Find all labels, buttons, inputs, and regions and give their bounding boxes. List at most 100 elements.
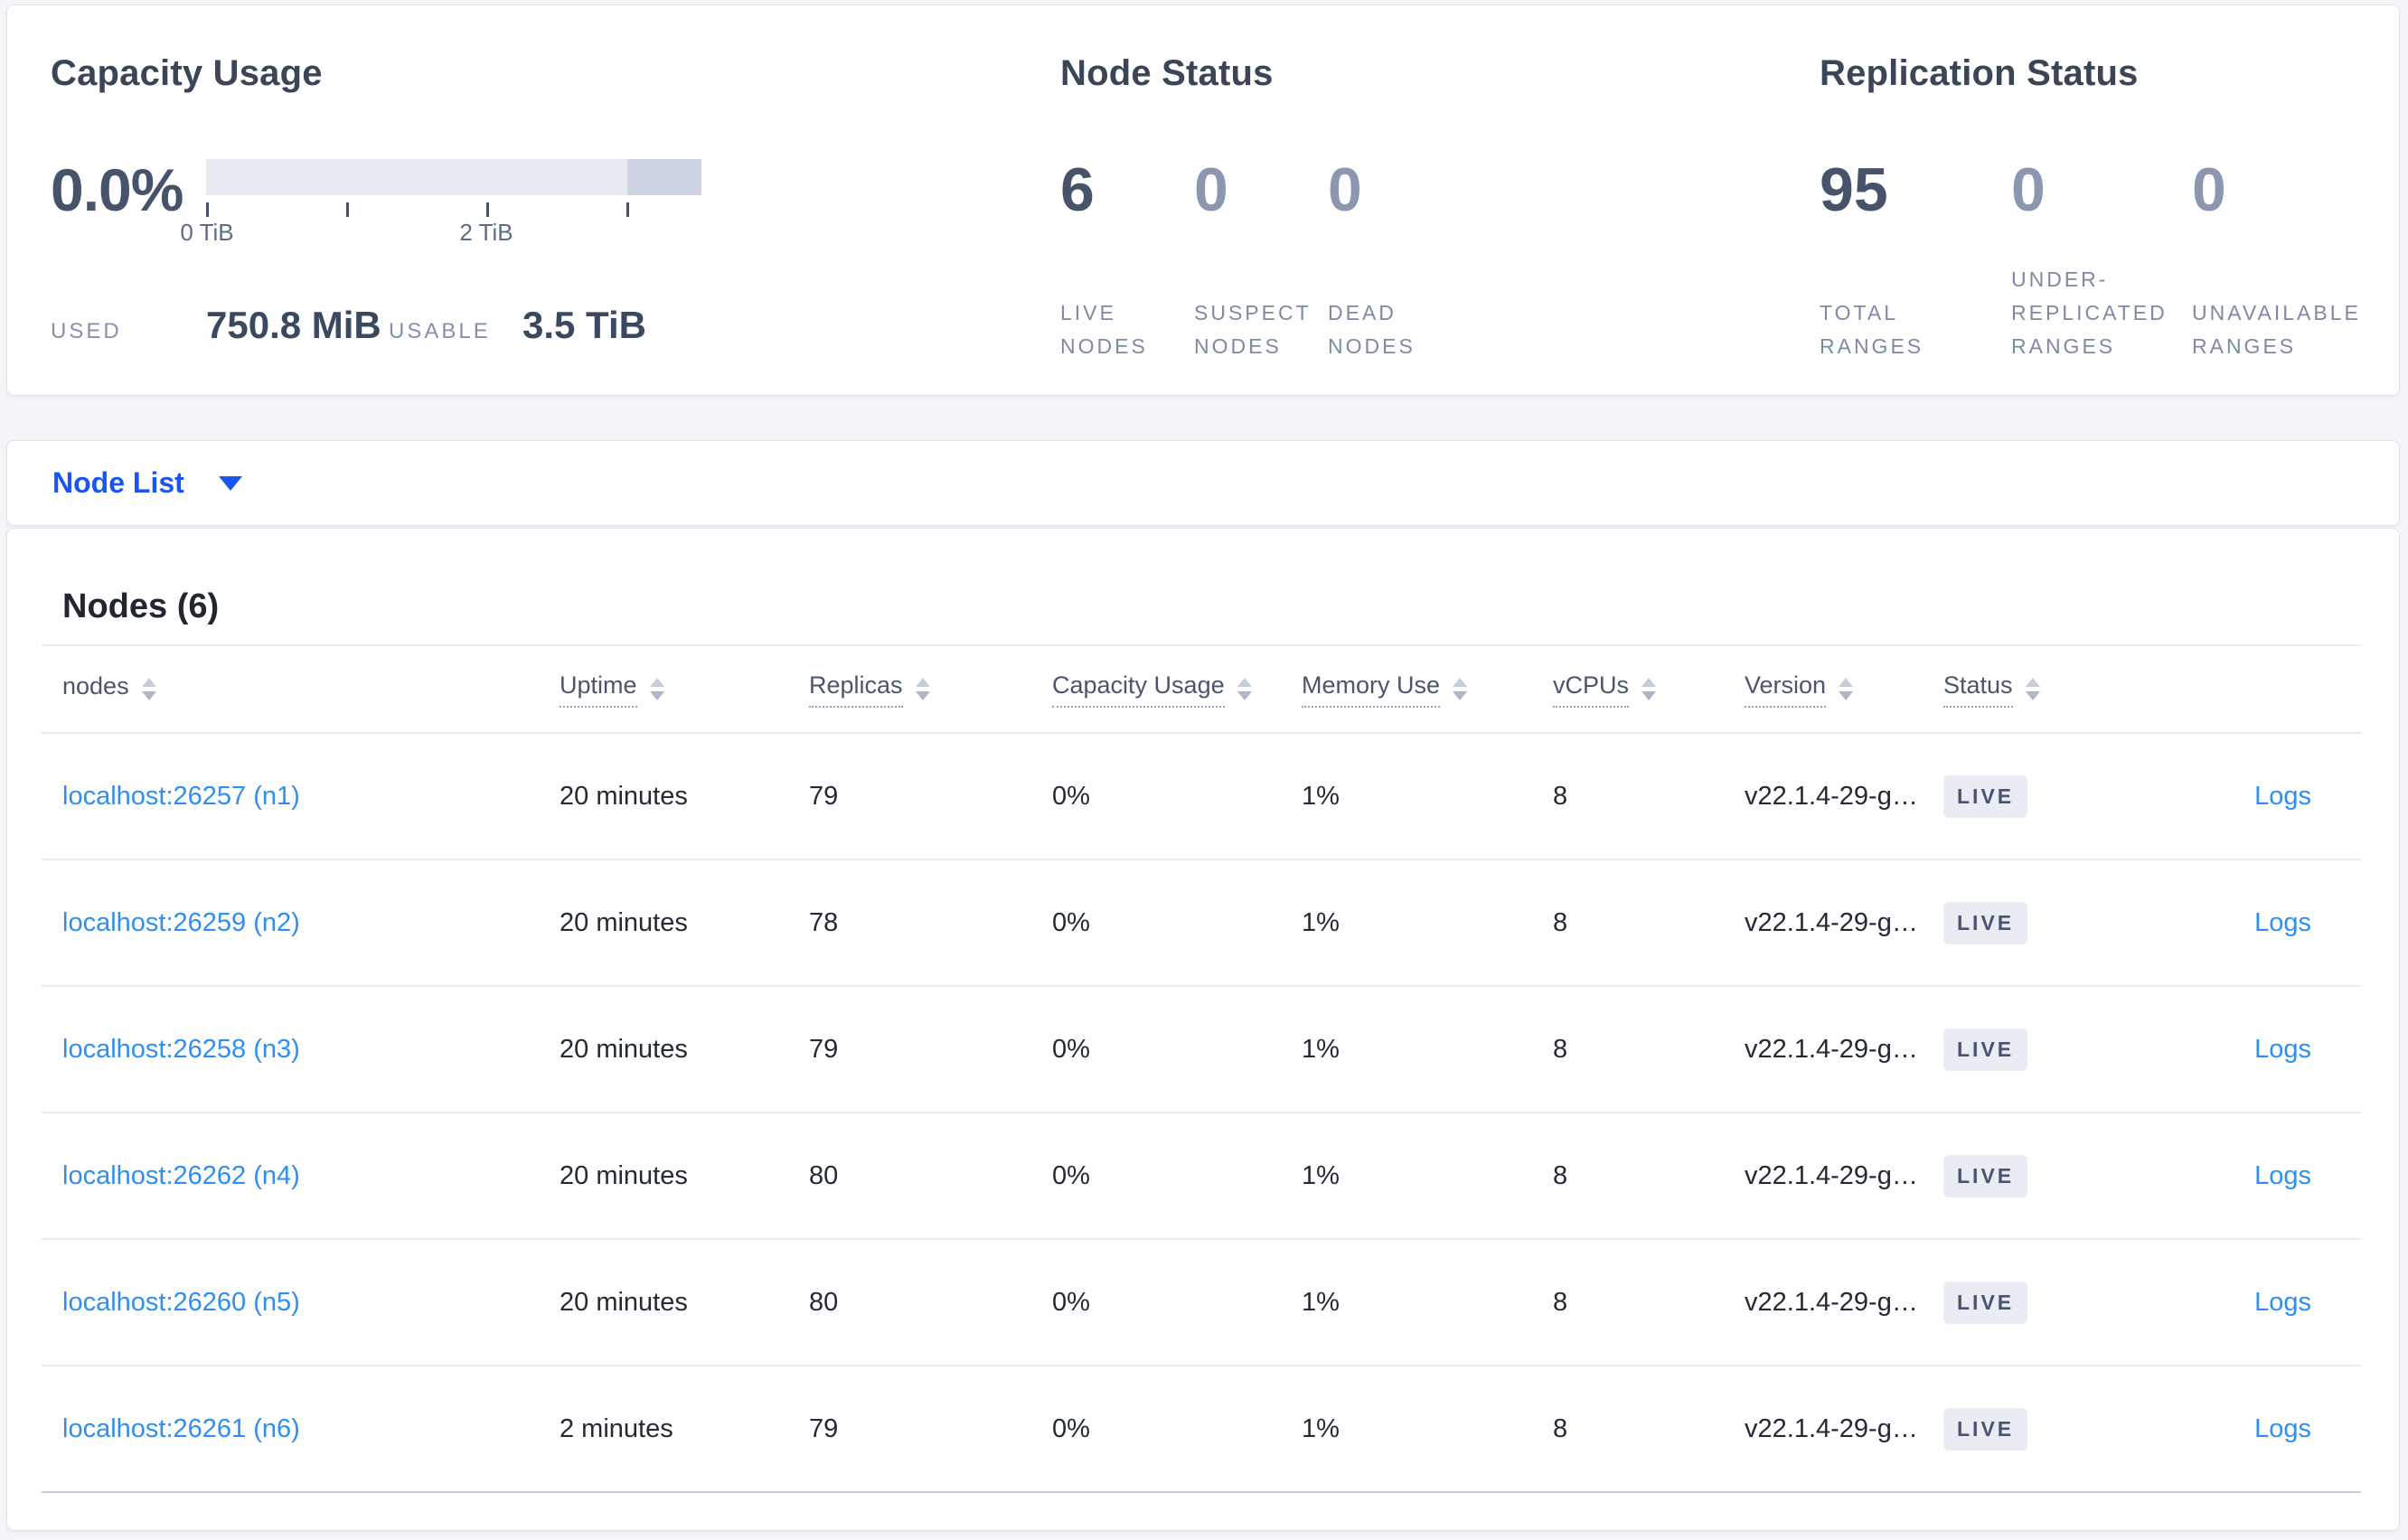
status-badge: LIVE: [1943, 1407, 2028, 1451]
column-header-vcpus[interactable]: vCPUs: [1553, 671, 1745, 708]
live-nodes-stat: 6 LIVE NODES: [1060, 96, 1194, 363]
under-replicated-ranges-value: 0: [2011, 155, 2046, 224]
status-badge: LIVE: [1943, 775, 2028, 818]
under-replicated-ranges-stat: 0 UNDER- REPLICATED RANGES: [2011, 96, 2192, 363]
vcpus-cell: 8: [1553, 1160, 1568, 1190]
version-cell: v22.1.4-29-g…: [1745, 1287, 1918, 1317]
tick-label-0tib: 0 TiB: [180, 219, 234, 246]
column-header-version[interactable]: Version: [1745, 671, 1943, 708]
logs-link[interactable]: Logs: [2254, 781, 2311, 811]
uptime-cell: 20 minutes: [560, 781, 688, 811]
total-ranges-stat: 95 TOTAL RANGES: [1820, 96, 2011, 363]
node-status-panel: Node Status 6 LIVE NODES 0 SUSPECT NODES…: [1060, 51, 1765, 363]
used-value: 750.8 MiB: [206, 304, 381, 346]
node-link[interactable]: localhost:26257 (n1): [62, 781, 300, 811]
replicas-cell: 80: [809, 1287, 839, 1317]
replicas-cell: 80: [809, 1160, 839, 1190]
capacity-usage-cell: 0%: [1052, 781, 1090, 811]
capacity-usage-cell: 0%: [1052, 1160, 1090, 1190]
vcpus-cell: 8: [1553, 781, 1568, 811]
suspect-nodes-stat: 0 SUSPECT NODES: [1194, 96, 1328, 363]
replicas-cell: 79: [809, 1413, 839, 1443]
used-label: USED: [51, 319, 122, 343]
suspect-nodes-label: SUSPECT NODES: [1194, 301, 1312, 358]
sort-icon: [1839, 678, 1854, 700]
nodes-table: nodes Uptime Replicas Capacity Usage Mem…: [42, 644, 2361, 1493]
capacity-usage-cell: 0%: [1052, 1287, 1090, 1317]
logs-link[interactable]: Logs: [2254, 1160, 2311, 1190]
node-link[interactable]: localhost:26259 (n2): [62, 907, 300, 937]
vcpus-cell: 8: [1553, 1287, 1568, 1317]
table-row: localhost:26259 (n2) 20 minutes 78 0% 1%…: [42, 860, 2361, 987]
nodes-table-header: nodes Uptime Replicas Capacity Usage Mem…: [42, 646, 2361, 734]
capacity-bar: [206, 159, 701, 195]
node-link[interactable]: localhost:26260 (n5): [62, 1287, 300, 1317]
sort-icon: [1237, 678, 1252, 700]
status-badge: LIVE: [1943, 1028, 2028, 1071]
tick-label-2tib: 2 TiB: [459, 219, 513, 246]
capacity-usage-cell: 0%: [1052, 1413, 1090, 1443]
sort-icon: [1641, 678, 1657, 700]
uptime-cell: 20 minutes: [560, 1034, 688, 1064]
table-row: localhost:26258 (n3) 20 minutes 79 0% 1%…: [42, 987, 2361, 1113]
replicas-cell: 79: [809, 1034, 839, 1064]
node-status-title: Node Status: [1060, 53, 1274, 93]
vcpus-cell: 8: [1553, 1413, 1568, 1443]
logs-link[interactable]: Logs: [2254, 1287, 2311, 1317]
node-link[interactable]: localhost:26258 (n3): [62, 1034, 300, 1064]
capacity-axis-ticks: [206, 195, 701, 217]
sort-icon: [141, 678, 156, 700]
total-ranges-value: 95: [1820, 155, 1888, 224]
replicas-cell: 78: [809, 907, 839, 937]
version-cell: v22.1.4-29-g…: [1745, 781, 1918, 811]
dead-nodes-stat: 0 DEAD NODES: [1328, 96, 1472, 363]
column-header-status[interactable]: Status: [1943, 671, 2151, 708]
cluster-summary-card: Capacity Usage 0.0% 0 TiB 2 TiB: [6, 5, 2400, 396]
nodes-table-card: Nodes (6) nodes Uptime Replicas Capacity…: [6, 528, 2400, 1531]
capacity-usage-cell: 0%: [1052, 1034, 1090, 1064]
uptime-cell: 20 minutes: [560, 1160, 688, 1190]
view-selector-card: Node List: [6, 440, 2400, 526]
capacity-bar-dark-segment: [627, 159, 701, 195]
column-header-memory-use[interactable]: Memory Use: [1302, 671, 1553, 708]
version-cell: v22.1.4-29-g…: [1745, 1160, 1918, 1190]
column-header-capacity-usage[interactable]: Capacity Usage: [1052, 671, 1302, 708]
capacity-usage-title: Capacity Usage: [51, 53, 323, 93]
dead-nodes-value: 0: [1328, 155, 1362, 224]
sort-icon: [1453, 678, 1468, 700]
node-link[interactable]: localhost:26261 (n6): [62, 1413, 300, 1443]
capacity-percent-value: 0.0%: [51, 156, 183, 223]
status-badge: LIVE: [1943, 1281, 2028, 1324]
chevron-down-icon[interactable]: [218, 475, 242, 491]
capacity-usage-panel: Capacity Usage 0.0% 0 TiB 2 TiB: [51, 51, 1009, 347]
memory-use-cell: 1%: [1302, 781, 1340, 811]
column-header-uptime[interactable]: Uptime: [560, 671, 809, 708]
vcpus-cell: 8: [1553, 1034, 1568, 1064]
table-row: localhost:26262 (n4) 20 minutes 80 0% 1%…: [42, 1113, 2361, 1240]
table-row: localhost:26257 (n1) 20 minutes 79 0% 1%…: [42, 734, 2361, 860]
column-header-replicas[interactable]: Replicas: [809, 671, 1052, 708]
tick-mark: [346, 202, 349, 217]
version-cell: v22.1.4-29-g…: [1745, 907, 1918, 937]
table-row: localhost:26260 (n5) 20 minutes 80 0% 1%…: [42, 1240, 2361, 1366]
under-replicated-ranges-label: UNDER- REPLICATED RANGES: [2011, 268, 2168, 358]
logs-link[interactable]: Logs: [2254, 907, 2311, 937]
node-link[interactable]: localhost:26262 (n4): [62, 1160, 300, 1190]
total-ranges-label: TOTAL RANGES: [1820, 301, 1924, 358]
logs-link[interactable]: Logs: [2254, 1413, 2311, 1443]
table-row: localhost:26261 (n6) 2 minutes 79 0% 1% …: [42, 1366, 2361, 1493]
version-cell: v22.1.4-29-g…: [1745, 1034, 1918, 1064]
memory-use-cell: 1%: [1302, 1413, 1340, 1443]
capacity-bar-chart: 0 TiB 2 TiB: [180, 159, 701, 246]
nodes-table-title: Nodes (6): [62, 587, 220, 625]
node-list-dropdown[interactable]: Node List: [52, 466, 184, 499]
replication-status-title: Replication Status: [1820, 53, 2139, 93]
logs-link[interactable]: Logs: [2254, 1034, 2311, 1064]
usable-value: 3.5 TiB: [522, 304, 646, 346]
vcpus-cell: 8: [1553, 907, 1568, 937]
dead-nodes-label: DEAD NODES: [1328, 301, 1416, 358]
uptime-cell: 20 minutes: [560, 907, 688, 937]
column-header-nodes[interactable]: nodes: [42, 672, 560, 707]
uptime-cell: 2 minutes: [560, 1413, 673, 1443]
